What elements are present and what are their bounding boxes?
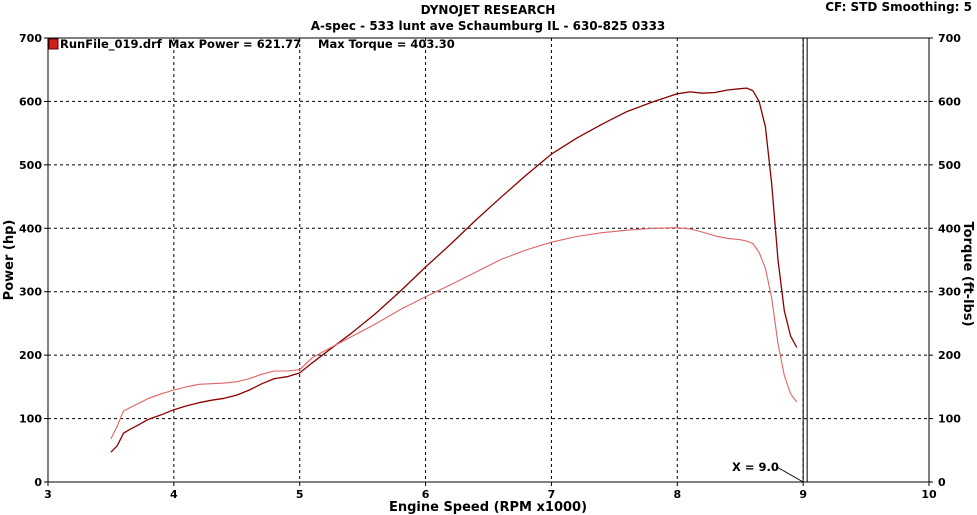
x-tick-label: 7 — [548, 488, 556, 501]
y-tick-label: 100 — [19, 413, 42, 426]
x-tick-label: 6 — [422, 488, 430, 501]
x-tick-label: 4 — [170, 488, 178, 501]
y-tick-label: 200 — [19, 349, 42, 362]
cursor-label-leader — [776, 466, 804, 483]
y-tick-label: 500 — [19, 159, 42, 172]
chart-title: DYNOJET RESEARCH — [421, 3, 556, 17]
x-tick-label: 8 — [673, 488, 681, 501]
x-axis-label: Engine Speed (RPM x1000) — [389, 500, 587, 515]
legend-swatch-icon — [48, 38, 59, 50]
y2-axis-label: Torque (ft-lbs) — [960, 221, 975, 326]
legend: RunFile_019.drf Max Power = 621.77 Max T… — [48, 37, 455, 52]
x-tick-label: 3 — [44, 488, 52, 501]
y2-tick-label: 400 — [938, 222, 961, 235]
y2-tick-label: 200 — [938, 349, 961, 362]
y2-tick-label: 100 — [938, 413, 961, 426]
y-tick-label: 0 — [34, 476, 42, 489]
axis-ticks: 3 4 5 6 7 8 9 100100200300400500600700010020030… — [19, 32, 961, 501]
power-curve — [110, 87, 798, 453]
plot-frame — [47, 37, 930, 483]
series — [110, 87, 798, 453]
x-tick-label: 10 — [921, 488, 937, 501]
legend-max-power: Max Power = 621.77 — [168, 37, 301, 51]
grid — [48, 38, 929, 482]
y2-tick-label: 300 — [938, 286, 961, 299]
y-tick-label: 300 — [19, 286, 42, 299]
y-tick-label: 600 — [19, 95, 42, 108]
y-tick-label: 400 — [19, 222, 42, 235]
y-tick-label: 700 — [19, 32, 42, 45]
x-tick-label: 5 — [296, 488, 304, 501]
status-text: CF: STD Smoothing: 5 — [825, 0, 972, 14]
cursor-label: X = 9.0 — [732, 460, 779, 474]
y2-tick-label: 700 — [938, 32, 961, 45]
cursor[interactable]: X = 9.0 — [732, 38, 808, 483]
y2-tick-label: 500 — [938, 159, 961, 172]
legend-max-torque: Max Torque = 403.30 — [318, 37, 455, 51]
y2-tick-label: 600 — [938, 95, 961, 108]
y2-tick-label: 0 — [938, 476, 946, 489]
x-tick-label: 9 — [799, 488, 807, 501]
chart-subtitle: A-spec - 533 lunt ave Schaumburg IL - 63… — [311, 19, 666, 33]
y-axis-label: Power (hp) — [2, 220, 17, 301]
torque-curve — [110, 227, 798, 440]
legend-run-file: RunFile_019.drf — [60, 37, 163, 52]
